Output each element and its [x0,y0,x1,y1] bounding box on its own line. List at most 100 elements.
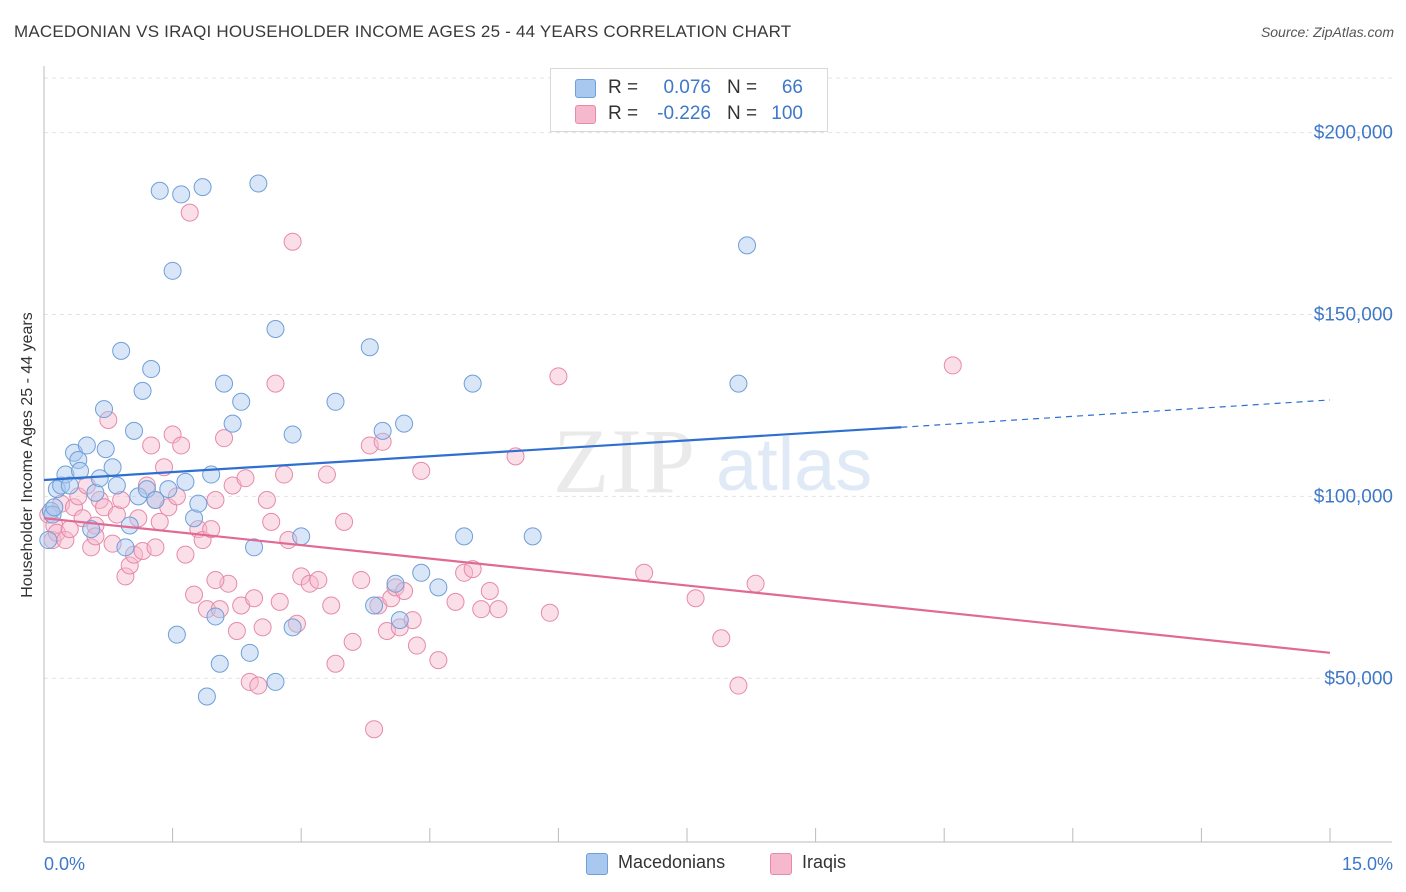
macedonian-point [172,185,191,204]
macedonian-point [223,414,242,433]
macedonian-point [283,618,302,637]
macedonian-point [112,341,131,360]
r-label: R = [608,77,639,98]
macedonian-point [197,687,216,706]
macedonian-point [412,563,431,582]
iraqi-point [686,589,705,608]
macedonian-point [249,174,268,193]
watermark: ZIP atlas [553,410,872,512]
iraqi-point [463,560,482,579]
iraqi-point [403,611,422,630]
iraqi-point [407,636,426,655]
iraqi-point [249,676,268,695]
iraqi-point [373,432,392,451]
iraqi-point [146,538,165,557]
n-label: N = [727,103,758,124]
macedonian-point [373,421,392,440]
iraqis-legend-swatch [770,853,792,875]
macedonian-point [77,436,96,455]
macedonian-point [210,654,229,673]
iraqi-point [227,621,246,640]
macedonian-point [215,374,234,393]
macedonian-point [729,374,748,393]
legend: Macedonians Iraqis [0,850,1406,878]
iraqi-point [112,491,131,510]
iraqi-point [549,367,568,386]
iraqi-point [429,651,448,670]
iraqi-point [172,436,191,455]
correlation-box: R = 0.076 N = 66 R = -0.226 N = 100 [550,68,828,132]
macedonian-point [159,480,178,499]
iraqi-point [412,461,431,480]
r-value: -0.226 [657,103,711,124]
macedonian-trend-extension [901,399,1331,428]
iraqi-point [142,436,161,455]
iraqi-trend-line [43,517,1331,654]
iraqi-point [275,465,294,484]
macedonian-point [455,527,474,546]
macedonian-point [185,509,204,528]
macedonian-point [283,425,302,444]
chart-title: MACEDONIAN VS IRAQI HOUSEHOLDER INCOME A… [14,22,792,41]
iraqi-point [245,589,264,608]
macedonian-trend-line [43,426,902,482]
iraqi-point [283,232,302,251]
macedonians-swatch [575,79,596,98]
macedonian-point [96,440,115,459]
axes [43,66,1392,843]
macedonian-point [390,611,409,630]
iraqi-point [326,654,345,673]
macedonian-point [142,360,161,379]
macedonian-point [326,392,345,411]
iraqi-point [480,581,499,600]
macedonian-point [206,607,225,626]
y-tick-label: $150,000 [1314,304,1393,325]
n-value: 66 [781,77,803,98]
macedonian-point [71,461,90,480]
iraqi-point [635,563,654,582]
macedonian-point [429,578,448,597]
iraqi-point [120,556,139,575]
source-credit: Source: ZipAtlas.com [1260,24,1394,40]
iraqi-point [82,538,101,557]
x-tick-label-max: 15.0% [1342,854,1393,874]
macedonians-legend-swatch [586,853,608,875]
macedonian-point [232,392,251,411]
series-macedonians [39,174,757,706]
macedonian-point [107,476,126,495]
y-tick-label: $50,000 [1324,668,1393,689]
iraqi-point [352,571,371,590]
iraqi-point [257,491,276,510]
iraqi-point [309,571,328,590]
watermark-zip: ZIP [553,410,697,512]
macedonian-point [395,414,414,433]
iraqi-point [489,600,508,619]
macedonian-point [189,494,208,513]
iraqi-point [215,429,234,448]
legend-label: Iraqis [802,852,847,872]
watermark-atlas: atlas [716,423,872,506]
macedonian-point [266,672,285,691]
iraqi-point [99,410,118,429]
macedonian-point [86,483,105,502]
macedonian-point [266,320,285,339]
macedonian-point [365,596,384,615]
x-tick-label-min: 0.0% [44,854,85,874]
macedonian-point [245,538,264,557]
macedonian-point [150,181,169,200]
r-label: R = [608,103,639,124]
tick-labels: $50,000 $100,000 $150,000 $200,000 0.0% 15.0% [44,123,1393,874]
iraqi-point [712,629,731,648]
iraqi-point [107,505,126,524]
iraqi-point [943,356,962,375]
iraqi-point [446,592,465,611]
n-value: 100 [771,103,803,124]
macedonian-point [116,538,135,557]
macedonian-point [103,458,122,477]
macedonian-point [292,527,311,546]
iraqi-point [176,545,195,564]
trend-lines [43,399,1331,654]
iraqi-point [266,374,285,393]
iraqi-point [185,585,204,604]
